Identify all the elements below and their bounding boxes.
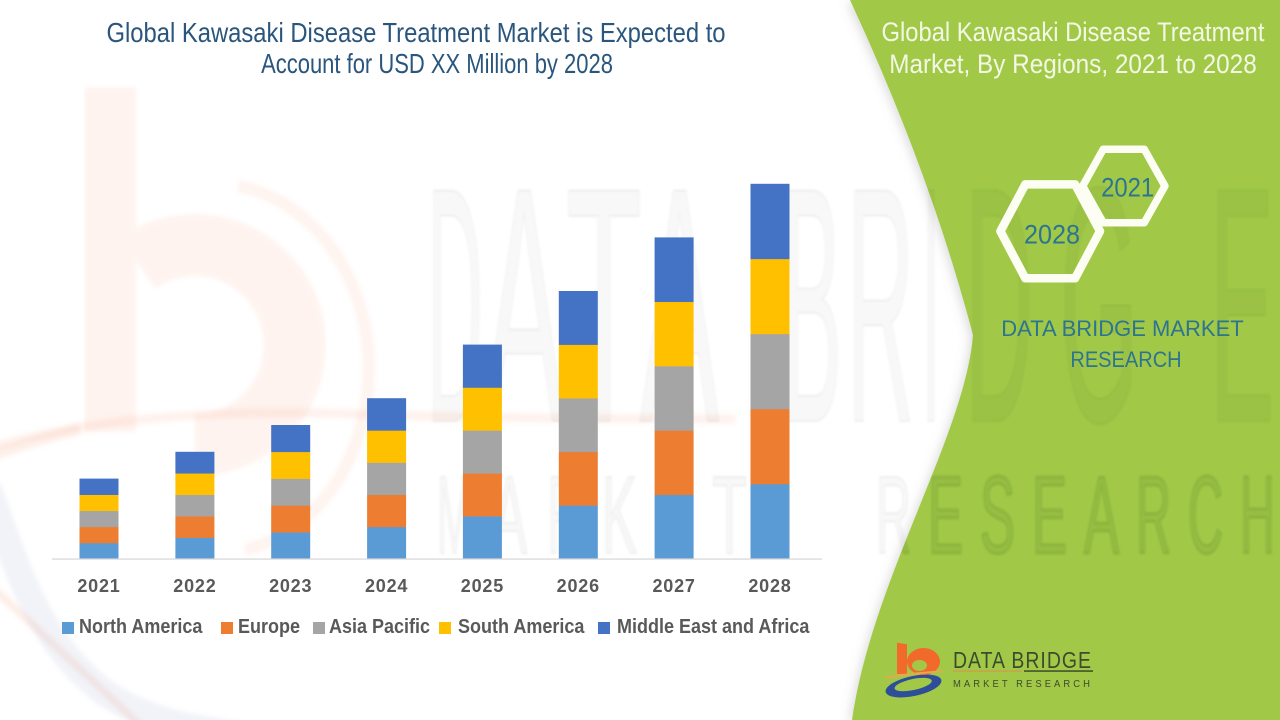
svg-text:I: I — [922, 118, 940, 492]
svg-text:MARKET RESEARCH: MARKET RESEARCH — [953, 678, 1093, 690]
svg-text:K: K — [602, 454, 637, 577]
svg-text:S: S — [980, 454, 1015, 577]
svg-text:T: T — [712, 454, 747, 577]
svg-text:E: E — [928, 454, 963, 577]
svg-text:H: H — [1240, 454, 1275, 577]
svg-text:D: D — [965, 118, 1033, 492]
svg-text:C: C — [1188, 454, 1223, 577]
svg-text:G: G — [1060, 118, 1138, 492]
svg-text:A: A — [1084, 454, 1119, 577]
svg-text:R: R — [847, 118, 914, 492]
svg-text:DATA BRIDGE: DATA BRIDGE — [953, 647, 1092, 673]
svg-text:R: R — [1136, 454, 1171, 577]
svg-text:E: E — [1210, 118, 1274, 492]
svg-text:2021: 2021 — [1101, 173, 1154, 203]
svg-text:E: E — [1032, 454, 1067, 577]
svg-text:2028: 2028 — [1024, 220, 1080, 250]
svg-text:B: B — [782, 118, 842, 492]
